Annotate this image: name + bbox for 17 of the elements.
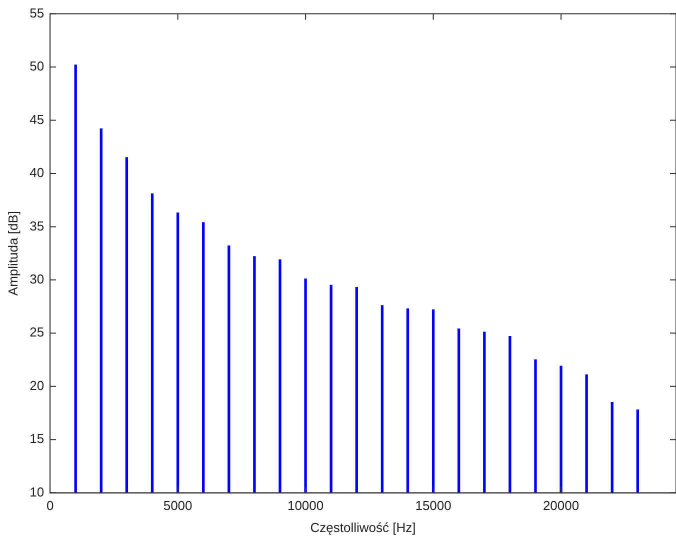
x-axis-title: Częstolliwość [Hz] [310,520,416,535]
y-tick-label: 10 [30,484,44,500]
x-tick-label: 10000 [287,498,324,514]
x-tick-label: 20000 [542,498,580,514]
y-tick-label: 25 [30,324,44,340]
y-tick-label: 55 [30,5,44,20]
y-tick-label: 20 [30,378,44,393]
y-tick-label: 45 [30,112,44,127]
y-tick-label: 15 [30,431,44,446]
y-tick-label: 40 [30,165,44,180]
y-tick-label: 30 [30,271,44,286]
y-axis-title: Amplituda [dB] [5,211,20,296]
x-tick-label: 15000 [415,498,452,514]
y-tick-label: 50 [30,58,44,74]
y-tick-label: 35 [30,218,44,234]
x-tick-label: 5000 [163,498,192,514]
x-tick-label: 0 [46,498,54,514]
